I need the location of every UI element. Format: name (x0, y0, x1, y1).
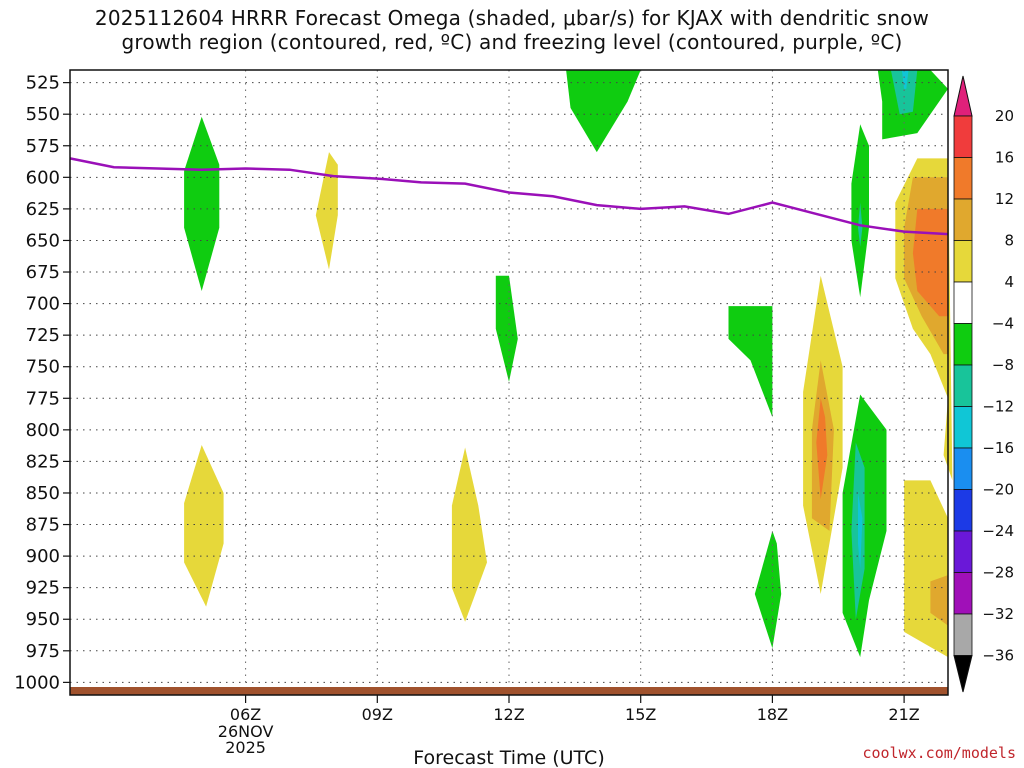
colorbar-segment-4 (953, 281, 973, 324)
x-axis-label: Forecast Time (UTC) (413, 747, 604, 768)
chart-title-line-2: growth region (contoured, red, ºC) and f… (121, 30, 903, 54)
x-tick-label-12Z: 12Z (493, 705, 524, 724)
omega-region-upward-top-1400 (566, 70, 641, 153)
chart-title: 2025112604 HRRR Forecast Omega (shaded, … (0, 6, 1024, 54)
colorbar-segment-1 (953, 157, 973, 200)
y-tick-label-575: 575 (26, 136, 60, 157)
y-axis-ticks: 525 550 575 600 625 650 675 700 725 750 775 800 825 8… (14, 73, 70, 693)
y-tick-label-850: 850 (26, 483, 60, 504)
colorbar-label-3: 8 (1004, 232, 1014, 250)
y-tick-label-700: 700 (26, 294, 60, 315)
omega-region-sinking-0730 (315, 152, 338, 270)
x-tick-label-09Z: 09Z (362, 705, 393, 724)
colorbar-segment-3 (953, 240, 973, 283)
colorbar-label-11: −28 (982, 564, 1014, 582)
x-tick-label-21Z: 21Z (888, 705, 919, 724)
colorbar-label-12: −32 (982, 605, 1014, 623)
x-tick-year: 2025 (225, 738, 266, 757)
omega-region-upward-top-right-core (901, 70, 909, 89)
y-tick-label-975: 975 (26, 641, 60, 662)
colorbar-segment-12 (953, 613, 973, 656)
omega-region-upward-1800-low (754, 530, 782, 649)
colorbar-segment-2 (953, 198, 973, 241)
y-tick-label-825: 825 (26, 451, 60, 472)
grid-lines (70, 70, 948, 695)
omega-region-sinking-0500-low (184, 445, 224, 607)
omega-region-upward-1730 (728, 306, 773, 418)
colorbar: 20 16 12 8 4 −4 −8 −12 −16 −20 −24 −28 −32 −36 (953, 75, 1014, 693)
omega-region-sinking-1100-low (451, 447, 487, 622)
y-tick-label-900: 900 (26, 546, 60, 567)
colorbar-segment-9 (953, 489, 973, 532)
omega-region-upward-1200 (495, 275, 518, 382)
surface-strip (70, 687, 948, 695)
colorbar-label-4: 4 (1004, 273, 1014, 291)
colorbar-label-9: −20 (982, 481, 1014, 499)
y-tick-label-725: 725 (26, 325, 60, 346)
colorbar-label-10: −24 (982, 522, 1014, 540)
colorbar-segment-10 (953, 530, 973, 573)
freezing-level-line (69, 157, 949, 236)
colorbar-segment-8 (953, 447, 973, 490)
y-tick-label-950: 950 (26, 609, 60, 630)
omega-region-upward-left-tower (184, 116, 220, 291)
x-tick-label-15Z: 15Z (625, 705, 656, 724)
colorbar-label-8: −16 (982, 439, 1014, 457)
y-tick-label-625: 625 (26, 199, 60, 220)
colorbar-segment-0 (953, 115, 973, 158)
colorbar-top-arrow (953, 75, 973, 117)
y-tick-label-675: 675 (26, 262, 60, 283)
y-tick-label-800: 800 (26, 420, 60, 441)
x-tick-label-18Z: 18Z (757, 705, 788, 724)
chart-title-line-1: 2025112604 HRRR Forecast Omega (shaded, … (94, 6, 930, 30)
colorbar-label-7: −12 (982, 398, 1014, 416)
y-tick-label-600: 600 (26, 167, 60, 188)
omega-region-upward-top-right-inner (890, 70, 918, 115)
omega-region-sinking-right-core (912, 208, 948, 317)
colorbar-label-13: −36 (982, 647, 1014, 665)
colorbar-label-0: 20 (995, 107, 1014, 125)
y-tick-label-750: 750 (26, 357, 60, 378)
y-tick-label-525: 525 (26, 73, 60, 94)
credit-link[interactable]: coolwx.com/models (862, 744, 1016, 762)
y-tick-label-775: 775 (26, 388, 60, 409)
x-tick-label-06Z: 06Z (230, 705, 261, 724)
colorbar-label-6: −8 (992, 356, 1014, 374)
omega-region-sinking-right-low (904, 480, 948, 658)
y-tick-label-875: 875 (26, 515, 60, 536)
colorbar-segment-5 (953, 323, 973, 366)
y-tick-label-650: 650 (26, 230, 60, 251)
y-tick-label-1000: 1000 (14, 672, 60, 693)
colorbar-label-2: 12 (995, 190, 1014, 208)
colorbar-segment-11 (953, 572, 973, 615)
colorbar-label-5: −4 (992, 315, 1014, 333)
omega-shading (184, 70, 953, 658)
y-tick-label-550: 550 (26, 104, 60, 125)
colorbar-label-1: 16 (995, 149, 1014, 167)
y-tick-label-925: 925 (26, 578, 60, 599)
colorbar-segment-6 (953, 364, 973, 407)
omega-region-sinking-1900-core (816, 398, 828, 500)
x-tick-date: 26NOV (218, 722, 274, 741)
colorbar-bottom-arrow (953, 655, 973, 693)
omega-region-upward-2000-mid-core (858, 493, 863, 569)
colorbar-segment-7 (953, 406, 973, 449)
